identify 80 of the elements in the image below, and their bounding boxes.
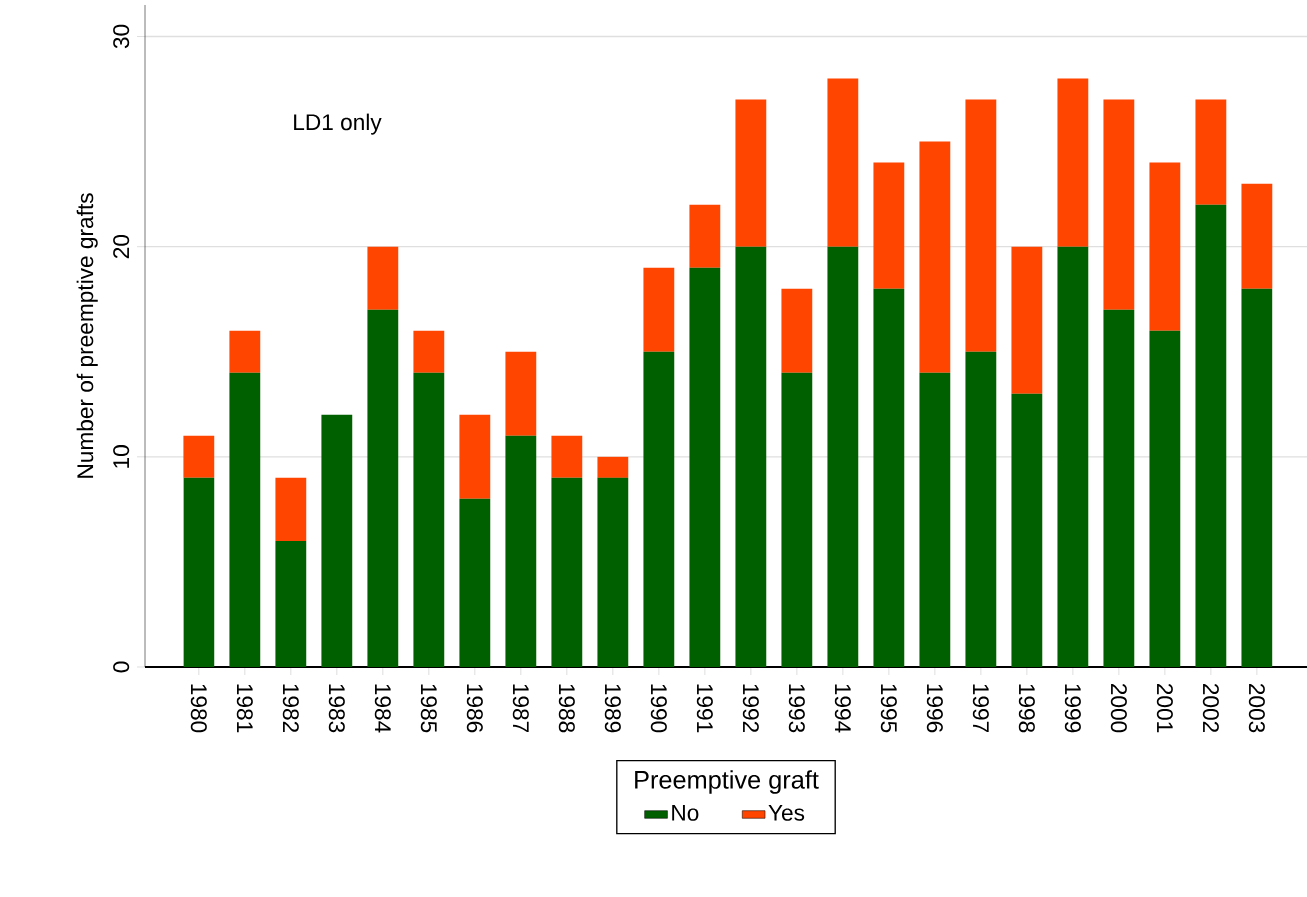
bar (781, 372, 813, 667)
bar (321, 414, 353, 667)
bar (183, 435, 215, 478)
x-tick-label: 1989 (604, 684, 621, 733)
x-tick-label: 1984 (374, 684, 391, 733)
y-tick-label: 10 (113, 445, 130, 468)
y-axis-title: Number of preemptive grafts (76, 193, 98, 478)
bar (1241, 183, 1273, 289)
bar (1057, 78, 1089, 247)
x-tick-label: 1995 (880, 684, 897, 733)
x-tick-label: 1998 (1018, 684, 1035, 733)
x-tick-label: 1981 (236, 684, 253, 733)
bar (183, 477, 215, 667)
bar (827, 78, 859, 247)
x-tick-label: 1991 (696, 684, 713, 733)
x-tick-label: 1999 (1064, 684, 1081, 733)
bar (1103, 309, 1135, 667)
x-tick-label: 1994 (834, 684, 851, 733)
x-tick-label: 1980 (190, 684, 207, 733)
x-tick-label: 1985 (420, 684, 437, 733)
x-tick-label: 2003 (1248, 683, 1265, 733)
bar (919, 372, 951, 667)
legend-title: Preemptive graft (635, 770, 819, 794)
bar (551, 477, 583, 667)
bar (689, 204, 721, 268)
bar (1057, 246, 1089, 667)
bar (965, 99, 997, 352)
x-tick-label: 2001 (1156, 683, 1173, 733)
bar (735, 99, 767, 247)
x-tick-label: 1986 (466, 684, 483, 733)
bar (965, 351, 997, 667)
bar (551, 435, 583, 478)
bar (413, 330, 445, 373)
bar (367, 309, 399, 667)
bar (229, 330, 261, 373)
bar (1241, 288, 1273, 667)
bar (919, 141, 951, 373)
bar (827, 246, 859, 667)
bar (873, 288, 905, 667)
x-tick-label: 1988 (558, 684, 575, 733)
bar (505, 435, 537, 667)
bar (689, 267, 721, 667)
legend-label: Yes (768, 804, 805, 821)
x-tick-label: 1993 (788, 684, 805, 733)
bar (413, 372, 445, 667)
bar (1011, 246, 1043, 394)
bar (229, 372, 261, 667)
x-tick-label: 1987 (512, 684, 529, 733)
bar (643, 267, 675, 352)
bar (781, 288, 813, 373)
bar (597, 456, 629, 478)
bar (1195, 204, 1227, 667)
x-tick-label: 1992 (742, 684, 759, 733)
x-tick-label: 2000 (1110, 683, 1127, 733)
x-tick-label: 1996 (926, 684, 943, 733)
bar (1149, 162, 1181, 331)
bar (275, 477, 307, 541)
bar (597, 477, 629, 667)
bar (459, 414, 491, 499)
bar (735, 246, 767, 667)
legend-label: No (672, 804, 699, 821)
annotation: LD1 only (294, 113, 382, 135)
bar (505, 351, 537, 436)
bar (1195, 99, 1227, 205)
bar (459, 498, 491, 667)
bar (643, 351, 675, 667)
bar (275, 540, 307, 667)
y-tick-label: 30 (113, 24, 130, 49)
x-tick-label: 1983 (328, 684, 345, 733)
x-tick-label: 1990 (650, 684, 667, 733)
y-tick-label: 0 (113, 661, 130, 673)
bar (1103, 99, 1135, 310)
bar (873, 162, 905, 289)
x-tick-label: 1997 (972, 684, 989, 733)
x-tick-label: 2002 (1202, 683, 1219, 733)
bar (1149, 330, 1181, 667)
bar (367, 246, 399, 310)
x-tick-label: 1982 (282, 684, 299, 733)
y-tick-label: 20 (113, 234, 130, 259)
bar (1011, 393, 1043, 667)
